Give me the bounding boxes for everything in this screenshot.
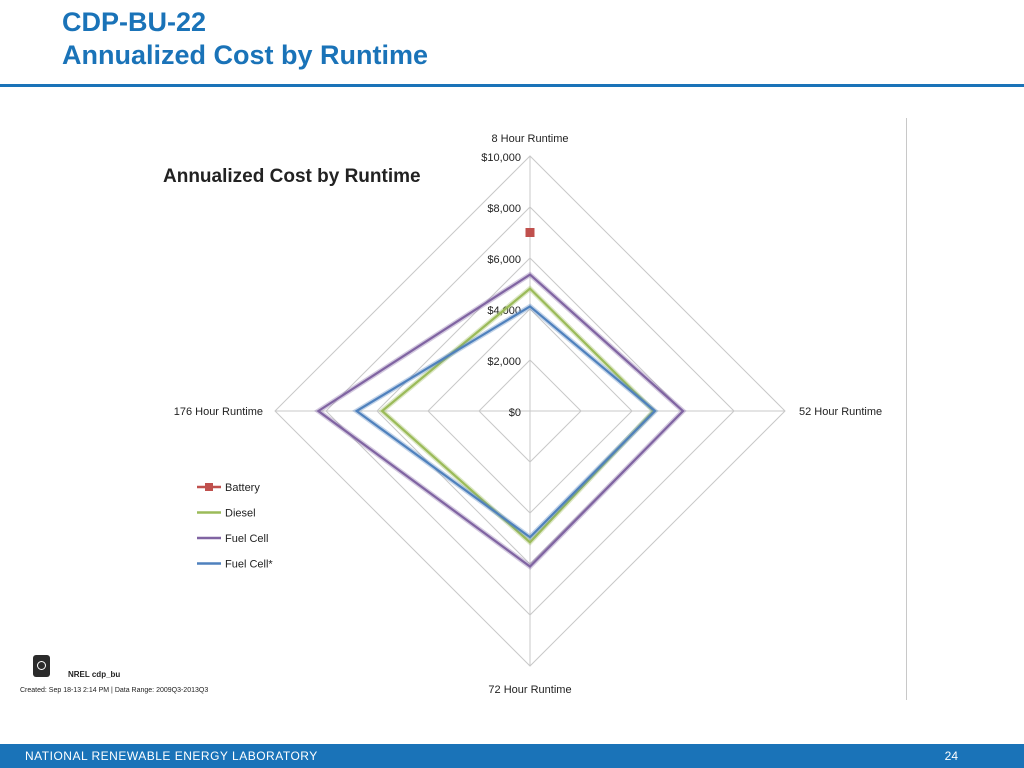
chart-title: Annualized Cost by Runtime <box>163 166 421 187</box>
nrel-power-icon <box>33 655 50 677</box>
legend-label: Fuel Cell* <box>225 559 273 571</box>
axis-label: 8 Hour Runtime <box>491 133 568 145</box>
series-line <box>316 273 685 569</box>
legend-label: Battery <box>225 482 260 494</box>
tick-label: $6,000 <box>487 254 521 266</box>
radar-grid <box>274 155 786 667</box>
page-number: 24 <box>944 749 958 763</box>
chart-panel: Annualized Cost by Runtime $0 $2,000 $4,00… <box>155 118 907 700</box>
axis-label: 176 Hour Runtime <box>174 406 263 418</box>
radar-chart: Annualized Cost by Runtime $0$2,000$4,00… <box>163 133 882 696</box>
legend-label: Fuel Cell <box>225 533 268 545</box>
legend-label: Diesel <box>225 508 256 520</box>
legend-marker <box>205 483 213 491</box>
panel-divider <box>906 118 907 700</box>
chart-legend: Battery Diesel Fuel Cell Fuel Cell* <box>197 482 273 571</box>
logo-meta: Created: Sep 18-13 2:14 PM | Data Range:… <box>20 687 209 694</box>
radar-series <box>313 228 687 570</box>
series-line-glow <box>352 303 659 541</box>
series-point <box>525 228 535 237</box>
footer-bar: NATIONAL RENEWABLE ENERGY LABORATORY 24 <box>0 744 1024 768</box>
axis-label: 72 Hour Runtime <box>488 684 571 696</box>
radar-axis-labels: 8 Hour Runtime 52 Hour Runtime 72 Hour Run… <box>174 133 882 696</box>
series-line <box>354 305 657 539</box>
logo-name: NREL cdp_bu <box>68 670 121 679</box>
slide-title-subject: Annualized Cost by Runtime <box>62 40 429 70</box>
tick-label: $8,000 <box>487 203 521 215</box>
tick-label: $2,000 <box>487 356 521 368</box>
axis-label: 52 Hour Runtime <box>799 406 882 418</box>
title-divider <box>0 84 1024 87</box>
slide-title-id: CDP-BU-22 <box>62 7 207 37</box>
slide-title: CDP-BU-22 Annualized Cost by Runtime <box>62 6 428 72</box>
series-line <box>380 287 656 544</box>
footer-lab-name: NATIONAL RENEWABLE ENERGY LABORATORY <box>25 749 318 763</box>
tick-label: $0 <box>509 407 521 419</box>
tick-label: $10,000 <box>481 152 521 164</box>
